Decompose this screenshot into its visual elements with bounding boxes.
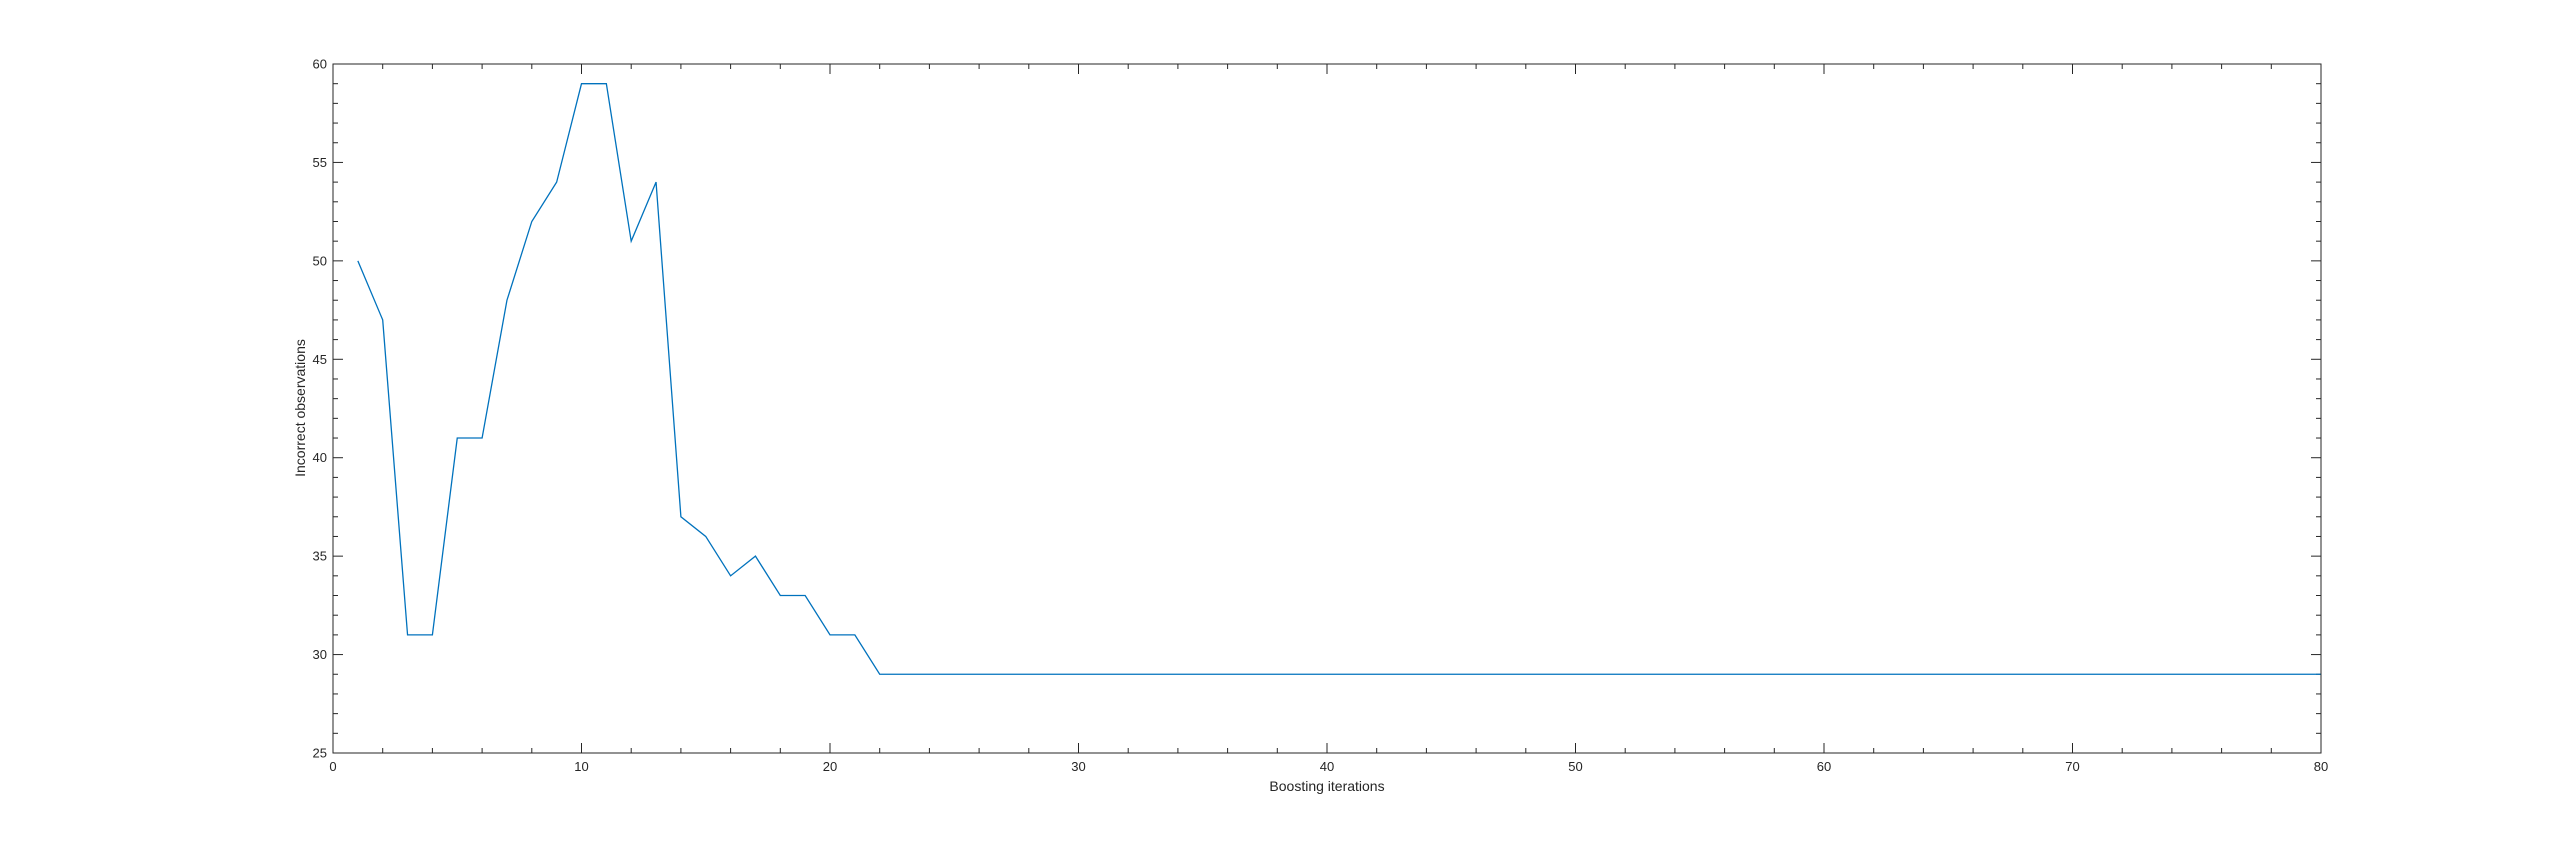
y-tick-label: 50 [313, 253, 327, 268]
y-tick-label: 35 [313, 549, 327, 564]
y-tick-label: 45 [313, 352, 327, 367]
tick-labels: 0 10 20 30 40 50 60 70 80 25 30 35 40 45 50 55 60 [313, 57, 2329, 775]
minor-ticks [333, 64, 2321, 753]
x-tick-label: 80 [2314, 759, 2328, 774]
x-tick-label: 20 [823, 759, 837, 774]
x-tick-label: 50 [1568, 759, 1582, 774]
x-tick-label: 10 [574, 759, 588, 774]
plot-area [333, 64, 2321, 753]
y-tick-label: 30 [313, 647, 327, 662]
x-tick-label: 40 [1320, 759, 1334, 774]
x-tick-label: 70 [2065, 759, 2079, 774]
x-tick-label: 60 [1817, 759, 1831, 774]
y-tick-label: 60 [313, 57, 327, 72]
y-tick-label: 40 [313, 450, 327, 465]
y-tick-label: 25 [313, 746, 327, 761]
x-tick-label: 0 [329, 759, 336, 774]
y-axis-label: Incorrect observations [292, 339, 308, 477]
y-tick-label: 55 [313, 155, 327, 170]
series-layer [357, 83, 2321, 675]
x-tick-label: 30 [1071, 759, 1085, 774]
axes-box [332, 63, 2322, 754]
x-axis-label: Boosting iterations [1269, 778, 1384, 794]
series-line [357, 83, 2321, 675]
